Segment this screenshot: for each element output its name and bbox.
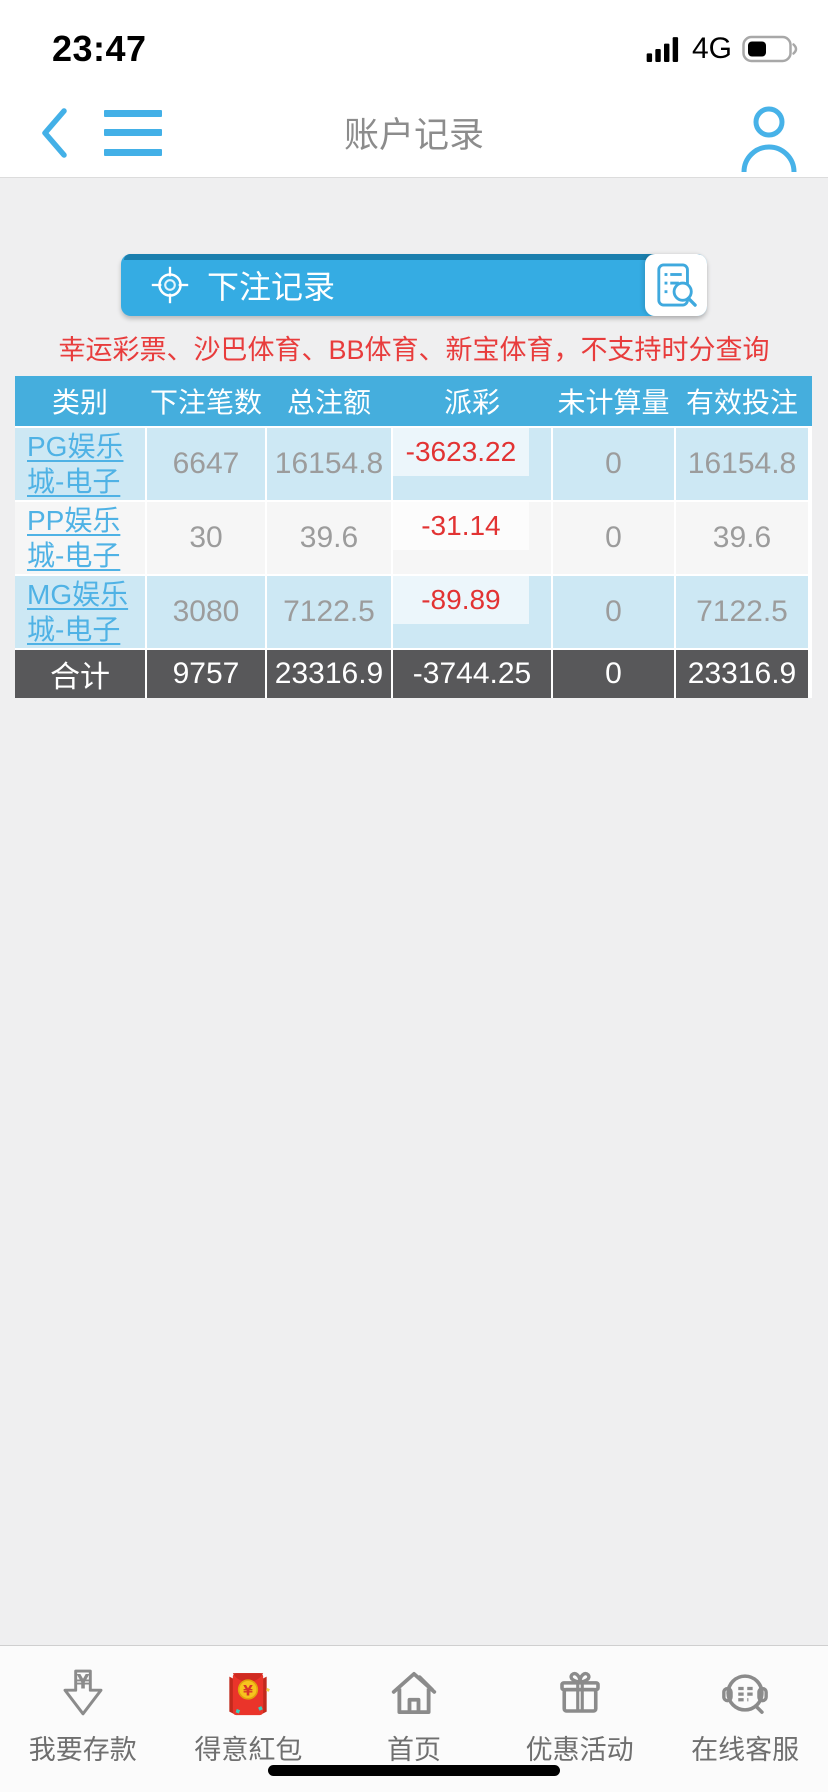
total-stake-value: 39.6 — [267, 502, 391, 574]
total-label: 合计 — [15, 650, 145, 698]
bet-record-banner[interactable]: 下注记录 — [121, 254, 707, 316]
status-time: 23:47 — [52, 28, 147, 69]
total-bet-count: 9757 — [147, 650, 265, 698]
target-icon — [151, 266, 189, 304]
valid-bets-value: 7122.5 — [676, 576, 808, 648]
svg-text:¥: ¥ — [244, 1683, 254, 1699]
nav-label: 得意紅包 — [194, 1735, 303, 1765]
uncalculated-value: 0 — [553, 502, 674, 574]
total-uncalculated-sum: 0 — [553, 650, 674, 698]
table-row: PG娱乐城-电子 6647 16154.8 -3623.22 0 16154.8 — [15, 428, 812, 500]
nav-label: 在线客服 — [691, 1735, 800, 1765]
unsupported-query-notice: 幸运彩票、沙巴体育、BB体育、新宝体育，不支持时分查询 — [58, 335, 770, 365]
signal-strength-icon — [646, 37, 679, 62]
table-header-row: 类别 下注笔数 总注额 派彩 未计算量 有效投注 — [15, 376, 812, 426]
table-row: MG娱乐城-电子 3080 7122.5 -89.89 0 7122.5 — [15, 576, 812, 648]
category-link[interactable]: PP娱乐城-电子 — [27, 505, 121, 571]
nav-label: 首页 — [386, 1735, 441, 1765]
col-header-total-stake: 总注额 — [267, 376, 391, 426]
gift-icon — [553, 1662, 607, 1724]
bet-count-value: 6647 — [147, 428, 265, 500]
col-header-uncalculated: 未计算量 — [553, 376, 674, 426]
report-search-icon — [657, 263, 697, 307]
payout-value: -89.89 — [421, 583, 501, 615]
payout-cell: -89.89 — [393, 576, 551, 648]
nav-item-red-packet[interactable]: ¥ 得意紅包 — [166, 1646, 332, 1792]
home-icon — [387, 1662, 441, 1724]
total-payout-sum: -3744.25 — [393, 650, 551, 698]
nav-item-home[interactable]: 首页 — [331, 1646, 497, 1792]
total-stake-value: 7122.5 — [267, 576, 391, 648]
col-header-category: 类别 — [15, 376, 145, 426]
nav-label: 优惠活动 — [525, 1735, 634, 1765]
nav-item-promotions[interactable]: 优惠活动 — [497, 1646, 663, 1792]
col-header-payout: 派彩 — [393, 376, 551, 426]
table-row: PP娱乐城-电子 30 39.6 -31.14 0 39.6 — [15, 502, 812, 574]
uncalculated-value: 0 — [553, 428, 674, 500]
status-bar: 23:47 4G — [0, 0, 828, 88]
nav-bar: 账户记录 — [0, 88, 828, 177]
nav-item-customer-service[interactable]: 在线客服 — [662, 1646, 828, 1792]
nav-item-deposit[interactable]: ¥ 我要存款 — [0, 1646, 166, 1792]
payout-value: -31.14 — [421, 509, 501, 541]
payout-value: -3623.22 — [405, 435, 517, 467]
col-header-bet-count: 下注笔数 — [147, 376, 265, 426]
profile-icon[interactable] — [736, 100, 802, 172]
nav-label: 我要存款 — [28, 1735, 137, 1765]
category-link[interactable]: PG娱乐城-电子 — [27, 431, 124, 497]
category-link[interactable]: MG娱乐城-电子 — [27, 579, 129, 645]
bet-records-table: 类别 下注笔数 总注额 派彩 未计算量 有效投注 PG娱乐城-电子 6647 1… — [15, 376, 812, 698]
bet-count-value: 3080 — [147, 576, 265, 648]
col-header-valid-bets: 有效投注 — [676, 376, 808, 426]
deposit-icon: ¥ — [56, 1662, 110, 1724]
svg-text:¥: ¥ — [76, 1671, 90, 1694]
top-chrome: 23:47 4G 账户记录 — [0, 0, 828, 178]
query-report-button[interactable] — [645, 254, 707, 316]
red-packet-icon: ¥ — [220, 1662, 276, 1724]
payout-cell: -31.14 — [393, 502, 551, 574]
network-type-label: 4G — [691, 32, 732, 65]
menu-icon[interactable] — [104, 107, 162, 159]
payout-cell: -3623.22 — [393, 428, 551, 500]
total-stake-value: 16154.8 — [267, 428, 391, 500]
status-icons: 4G — [646, 32, 800, 66]
home-indicator[interactable] — [268, 1765, 560, 1776]
total-valid-bets-sum: 23316.9 — [676, 650, 808, 698]
table-total-row: 合计 9757 23316.9 -3744.25 0 23316.9 — [15, 650, 812, 698]
valid-bets-value: 39.6 — [676, 502, 808, 574]
battery-icon — [742, 35, 798, 63]
total-stake-sum: 23316.9 — [267, 650, 391, 698]
bet-count-value: 30 — [147, 502, 265, 574]
banner-content: 下注记录 — [121, 254, 707, 316]
back-icon[interactable] — [36, 105, 72, 161]
uncalculated-value: 0 — [553, 576, 674, 648]
banner-label: 下注记录 — [207, 269, 336, 305]
customer-service-icon — [718, 1662, 772, 1724]
valid-bets-value: 16154.8 — [676, 428, 808, 500]
